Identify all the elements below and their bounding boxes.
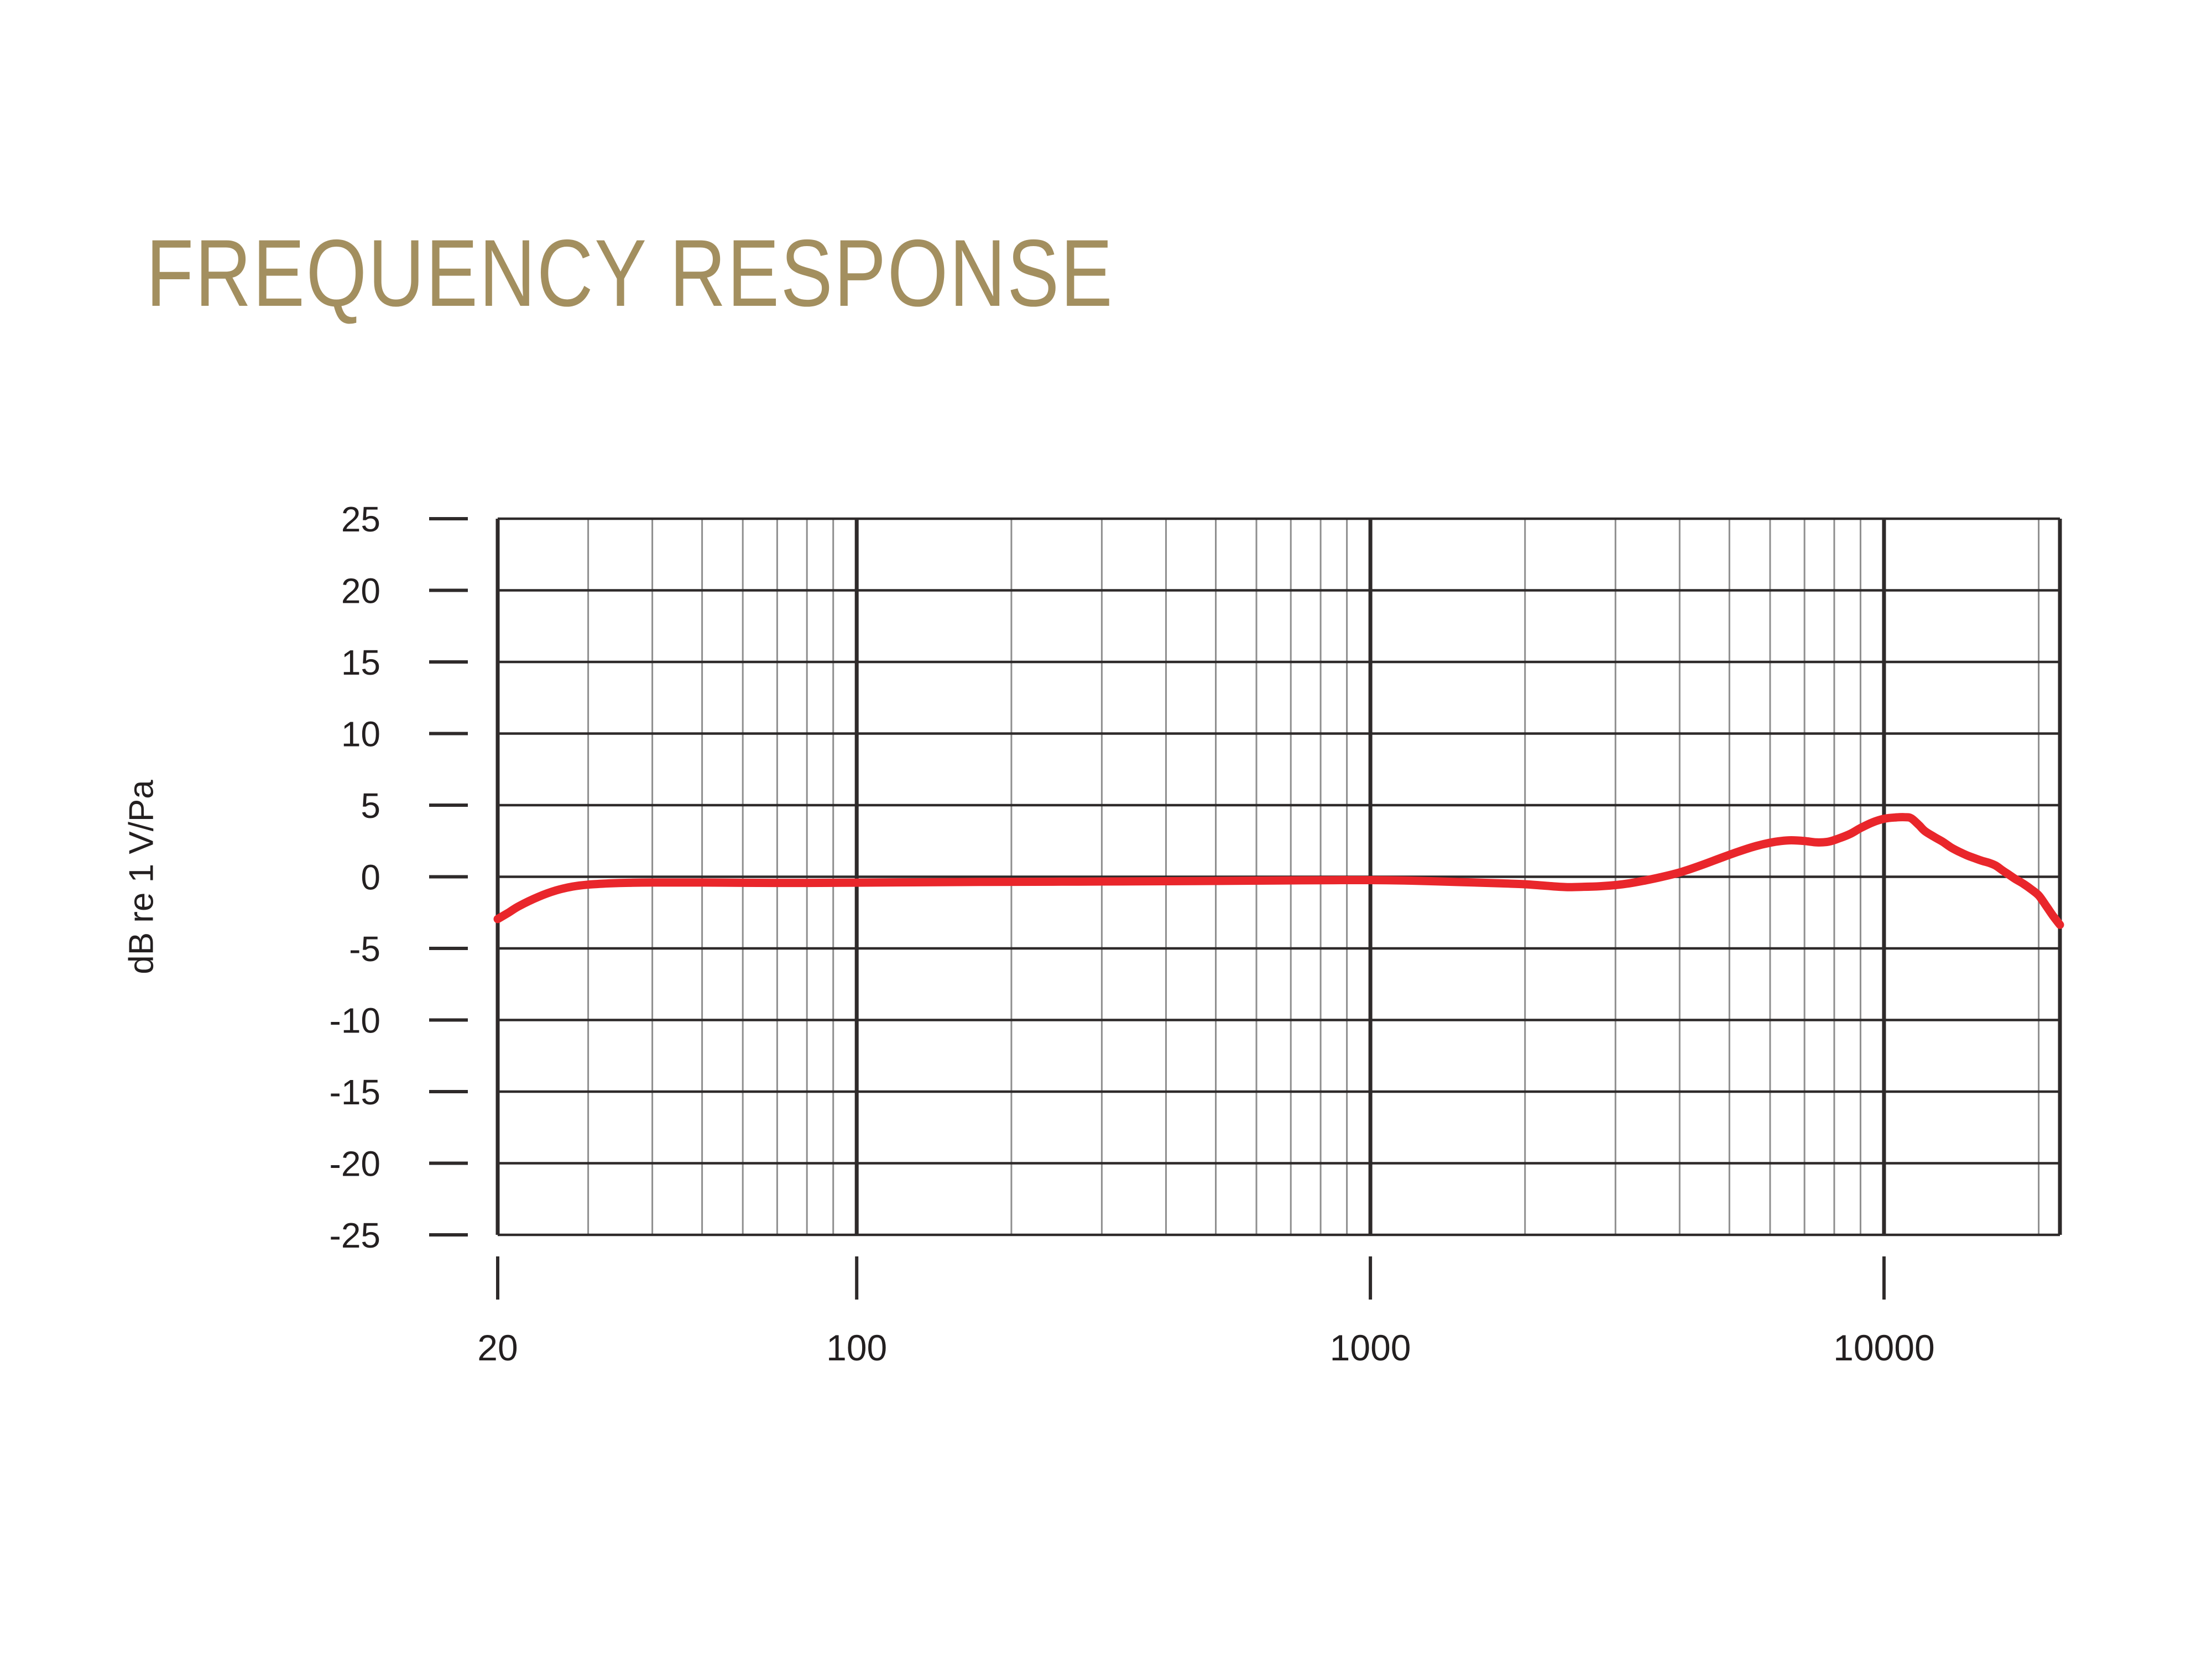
y-tick-label: 25: [341, 499, 380, 539]
y-tick-label: -25: [330, 1215, 381, 1255]
x-axis-tick-labels: 20 100 1000 10000: [477, 1327, 1934, 1368]
y-tick-label: -20: [330, 1144, 381, 1184]
page-title: FREQUENCY RESPONSE: [146, 220, 1114, 326]
y-tick-label: 0: [361, 858, 380, 898]
y-axis-tick-labels: 25 20 15 10 5 0 -5 -10 -15 -20 -25: [330, 499, 381, 1255]
y-tick-label: -15: [330, 1072, 381, 1112]
x-tick-label: 10000: [1833, 1327, 1935, 1368]
x-tick-label: 1000: [1330, 1327, 1411, 1368]
y-tick-label: 5: [361, 786, 380, 826]
x-tick-label: 20: [477, 1327, 518, 1368]
y-tick-label: -10: [330, 1001, 381, 1041]
y-axis-title: dB re 1 V/Pa: [123, 780, 161, 974]
y-tick-label: -5: [349, 929, 380, 969]
y-tick-label: 15: [341, 643, 380, 682]
major-gridlines: [495, 517, 2062, 1237]
y-tick-label: 10: [341, 714, 380, 754]
y-tick-label: 20: [341, 571, 380, 611]
response-curve: [493, 813, 2064, 929]
x-tick-label: 100: [826, 1327, 887, 1368]
axis-tick-marks: [429, 517, 1886, 1300]
